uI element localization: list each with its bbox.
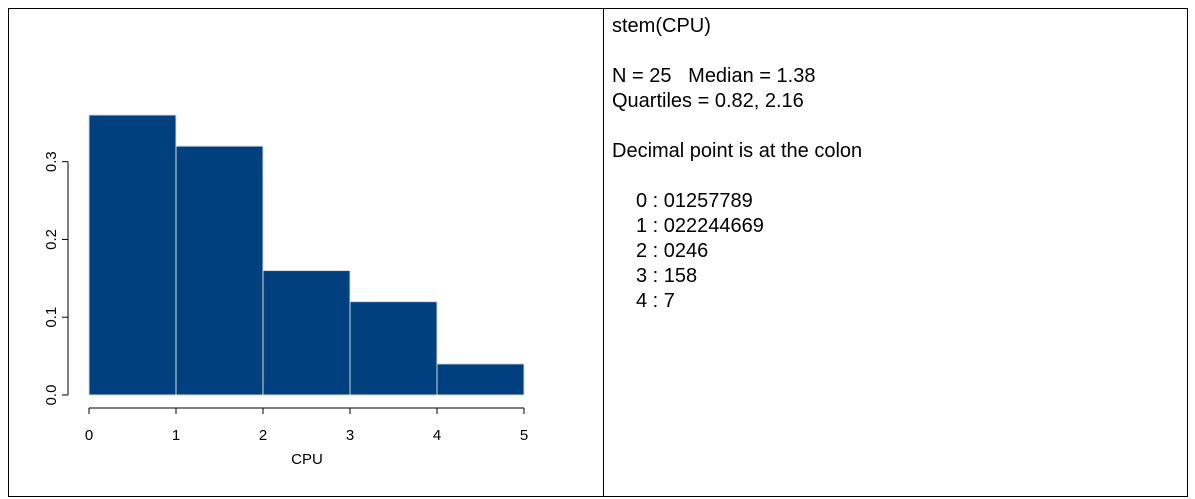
stem-command: stem(CPU) xyxy=(612,15,711,37)
x-axis-label: CPU xyxy=(291,451,323,468)
x-tick-label: 0 xyxy=(85,427,93,444)
bar xyxy=(349,301,438,396)
bar xyxy=(88,114,177,396)
y-tick-label: 0.3 xyxy=(43,151,60,172)
stem-rows: 0 : 01257789 1 : 022244669 2 : 0246 3 : 158… xyxy=(612,189,862,312)
stem-summary: N = 25 Median = 1.38 xyxy=(612,65,816,87)
chart: CPU 0.0 0.1 0.2 0.3 0 1 2 3 4 5 xyxy=(43,114,528,468)
stem-row: 4 : 7 xyxy=(636,290,675,312)
bar xyxy=(436,363,525,396)
stem-row: 3 : 158 xyxy=(636,265,698,287)
y-tick-label: 0.0 xyxy=(43,385,60,406)
x-tick-label: 2 xyxy=(259,427,267,444)
blank xyxy=(612,164,862,189)
stem-row: 0 : 01257789 xyxy=(636,190,753,212)
panel-frame xyxy=(8,8,1188,497)
y-tick-label: 0.1 xyxy=(43,307,60,328)
x-tick-label: 5 xyxy=(520,427,528,444)
blank xyxy=(612,39,862,64)
stem-row: 1 : 022244669 xyxy=(636,215,764,237)
bar xyxy=(175,145,264,396)
panel-divider xyxy=(603,8,604,497)
x-tick-label: 1 xyxy=(172,427,180,444)
x-tick-label: 3 xyxy=(346,427,354,444)
x-tick-label: 4 xyxy=(433,427,441,444)
stem-row: 2 : 0246 xyxy=(636,240,709,262)
y-tick-label: 0.2 xyxy=(43,229,60,250)
stem-output: stem(CPU) N = 25 Median = 1.38 Quartiles… xyxy=(612,14,863,312)
stem-note: Decimal point is at the colon xyxy=(612,140,863,162)
blank xyxy=(612,114,862,139)
stem-quartiles: Quartiles = 0.82, 2.16 xyxy=(612,90,804,112)
bar xyxy=(262,270,351,396)
